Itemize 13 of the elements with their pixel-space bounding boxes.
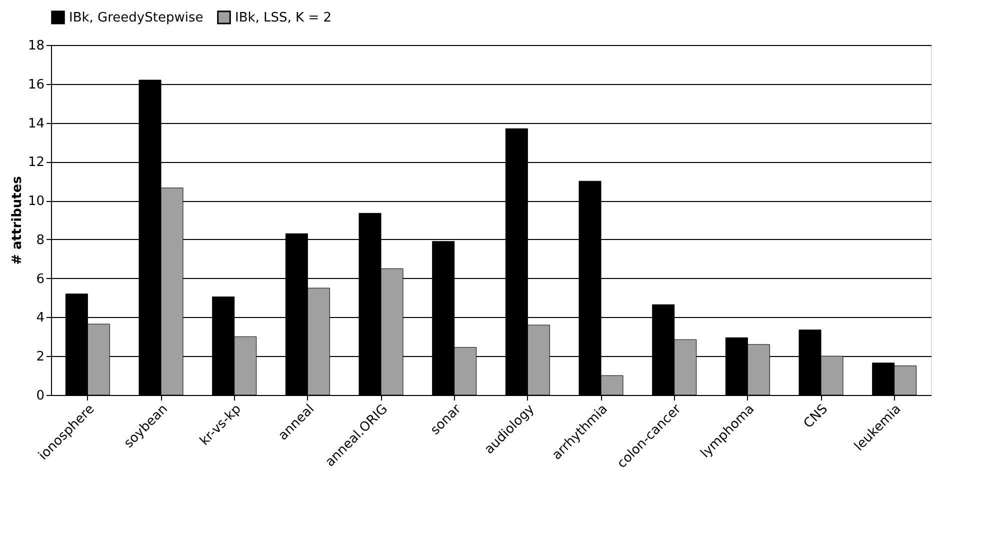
y-tick-label: 12	[28, 155, 44, 170]
y-tick-label: 4	[36, 310, 44, 326]
y-tick-label: 10	[28, 194, 44, 210]
legend-label: IBk, GreedyStepwise	[69, 10, 204, 26]
legend-label: IBk, LSS, K = 2	[235, 10, 332, 26]
y-tick-label: 16	[28, 77, 44, 92]
y-tick-label: 0	[36, 388, 44, 404]
y-tick-label: 18	[28, 38, 44, 54]
y-tick-label: 2	[36, 350, 44, 365]
y-tick-label: 6	[36, 272, 44, 287]
y-tick-label: 14	[28, 116, 44, 132]
y-tick-label: 8	[36, 232, 44, 248]
y-axis-title: # attributes	[10, 176, 25, 265]
